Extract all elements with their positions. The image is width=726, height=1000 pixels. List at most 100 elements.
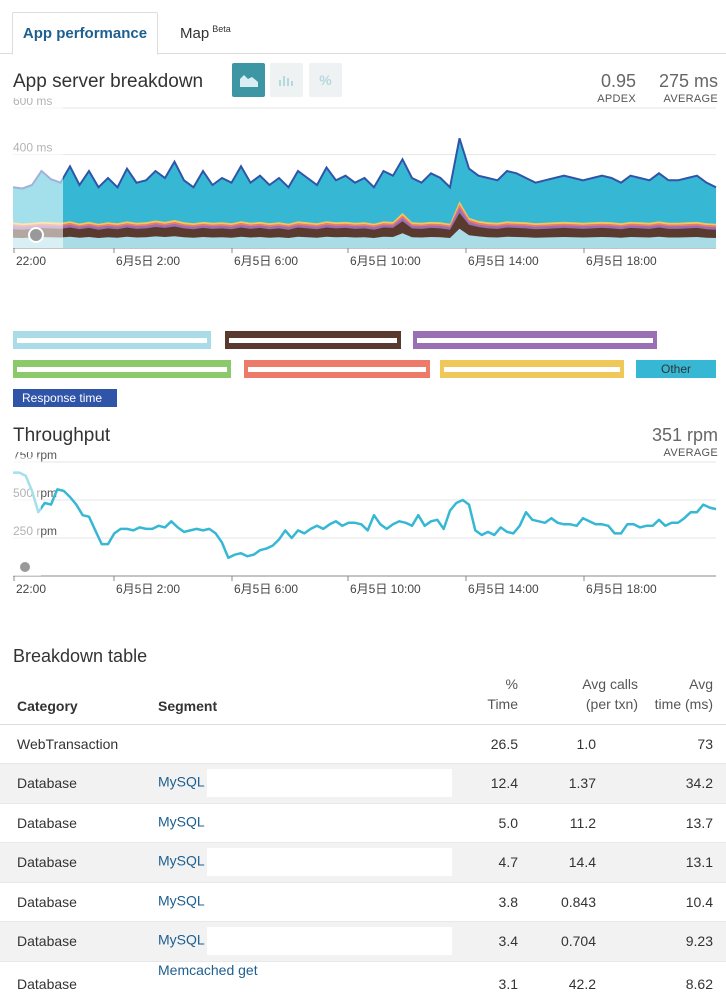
legend-item-4[interactable]	[13, 360, 231, 378]
legend-item-1[interactable]	[13, 331, 211, 349]
x-tick-label: 6月5日 14:00	[468, 582, 539, 596]
row-category: Database	[0, 763, 158, 804]
legend-other-label: Other	[660, 362, 691, 376]
percent-icon: %	[319, 72, 332, 88]
average-metric: 275 ms AVERAGE	[640, 71, 718, 105]
x-tick-label: 22:00	[16, 254, 46, 268]
tab-map-label: Map	[180, 25, 210, 42]
redacted-segment	[206, 769, 452, 798]
table-row[interactable]: WebTransaction 26.5 1.0 73	[0, 724, 726, 764]
col-avg-time-line2: time (ms)	[654, 695, 713, 712]
tab-app-performance[interactable]: App performance	[12, 12, 158, 55]
row-category: Database	[0, 961, 158, 1000]
row-segment: MySQL	[158, 803, 476, 843]
range-handle-icon	[18, 560, 32, 574]
row-avg-calls: 1.37	[518, 763, 638, 804]
area-chart-icon	[239, 75, 258, 87]
legend-item-2[interactable]	[225, 331, 401, 349]
x-tick-label: 6月5日 18:00	[586, 582, 657, 596]
row-avg-calls: 1.0	[518, 724, 638, 764]
row-segment	[158, 724, 476, 764]
row-avg-calls: 14.4	[518, 842, 638, 883]
row-avg-calls: 42.2	[518, 961, 638, 1000]
throughput-label: AVERAGE	[663, 447, 718, 459]
col-avg-time[interactable]: Avg time (ms)	[638, 670, 726, 725]
apdex-label: APDEX	[597, 93, 636, 105]
range-handle-icon	[28, 227, 44, 243]
average-value: 275 ms	[658, 71, 718, 91]
row-category: Database	[0, 803, 158, 843]
legend-item-5[interactable]	[244, 360, 430, 378]
app-server-title: App server breakdown	[13, 71, 204, 92]
area-breakdown-light	[13, 228, 716, 248]
legend-response-time-label: Response time	[22, 391, 103, 405]
percent-toggle[interactable]: %	[309, 63, 342, 97]
throughput-title: Throughput	[13, 425, 111, 446]
x-tick-label: 6月5日 10:00	[350, 582, 421, 596]
x-tick-label: 22:00	[16, 582, 46, 596]
row-pct-time: 26.5	[475, 724, 518, 764]
row-avg-time: 8.62	[638, 961, 726, 1000]
row-pct-time: 4.7	[475, 842, 518, 883]
area-other	[13, 138, 716, 248]
row-avg-time: 13.7	[638, 803, 726, 843]
row-avg-time: 13.1	[638, 842, 726, 883]
row-category: Database	[0, 882, 158, 922]
x-tick-label: 6月5日 2:00	[116, 254, 180, 268]
col-avg-calls[interactable]: Avg calls (per txn)	[518, 670, 638, 725]
x-tick-label: 6月5日 6:00	[234, 254, 298, 268]
row-avg-time: 34.2	[638, 763, 726, 804]
row-category: WebTransaction	[0, 724, 158, 764]
row-pct-time: 3.4	[475, 921, 518, 962]
segment-link[interactable]: MySQL	[158, 931, 205, 948]
segment-link[interactable]: MySQL	[158, 852, 205, 869]
series-throughput	[13, 471, 717, 560]
col-pct-time[interactable]: % Time	[475, 670, 518, 725]
row-avg-time: 10.4	[638, 882, 726, 922]
average-label: AVERAGE	[663, 93, 718, 105]
segment-link[interactable]: MySQL	[158, 773, 205, 790]
row-avg-time: 73	[638, 724, 726, 764]
segment-link[interactable]: MySQL	[158, 813, 205, 830]
table-row[interactable]: Database MySQL 12.4 1.37 34.2	[0, 763, 726, 804]
breakdown-table-title: Breakdown table	[13, 646, 148, 666]
series-response-time	[12, 138, 717, 190]
table-row[interactable]: Database MySQL 4.7 14.4 13.1	[0, 842, 726, 883]
col-avg-calls-line2: (per txn)	[585, 695, 638, 712]
row-avg-calls: 11.2	[518, 803, 638, 843]
row-avg-calls: 0.704	[518, 921, 638, 962]
table-row[interactable]: Database MySQL 3.4 0.704 9.23	[0, 921, 726, 962]
row-category: Database	[0, 921, 158, 962]
table-row[interactable]: Database MySQL 3.8 0.843 10.4	[0, 882, 726, 922]
row-pct-time: 3.8	[475, 882, 518, 922]
tab-bar: App performance Map Beta	[0, 0, 726, 55]
histogram-toggle[interactable]	[270, 63, 303, 97]
x-tick-label: 6月5日 2:00	[116, 582, 180, 596]
col-segment[interactable]: Segment	[158, 670, 476, 725]
col-avg-time-line1: Avg	[689, 675, 713, 692]
table-row[interactable]: Database Memcached get 3.1 42.2 8.62	[0, 961, 726, 1000]
histogram-icon	[278, 76, 293, 86]
row-pct-time: 12.4	[475, 763, 518, 804]
legend-item-other[interactable]: Other	[636, 360, 716, 378]
segment-link[interactable]: MySQL	[158, 892, 205, 909]
range-mask	[13, 98, 63, 248]
legend-item-3[interactable]	[413, 331, 657, 349]
legend-item-response-time[interactable]: Response time	[13, 389, 117, 407]
legend-item-6[interactable]	[440, 360, 624, 378]
row-pct-time: 3.1	[475, 961, 518, 1000]
redacted-segment	[206, 927, 452, 956]
x-tick-label: 6月5日 10:00	[350, 254, 421, 268]
area-chart-toggle[interactable]	[232, 63, 265, 97]
row-segment: MySQL	[158, 842, 476, 883]
tab-map[interactable]: Map Beta	[180, 12, 231, 55]
segment-link[interactable]: Memcached get	[158, 961, 258, 978]
col-category[interactable]: Category	[0, 670, 158, 725]
breakdown-table: Category Segment % Time Avg calls (per tx…	[0, 670, 726, 1000]
table-row[interactable]: Database MySQL 5.0 11.2 13.7	[0, 803, 726, 843]
col-pct-time-label: % Time	[487, 675, 518, 712]
x-tick-label: 6月5日 14:00	[468, 254, 539, 268]
throughput-metric: 351 rpm AVERAGE	[600, 425, 718, 459]
